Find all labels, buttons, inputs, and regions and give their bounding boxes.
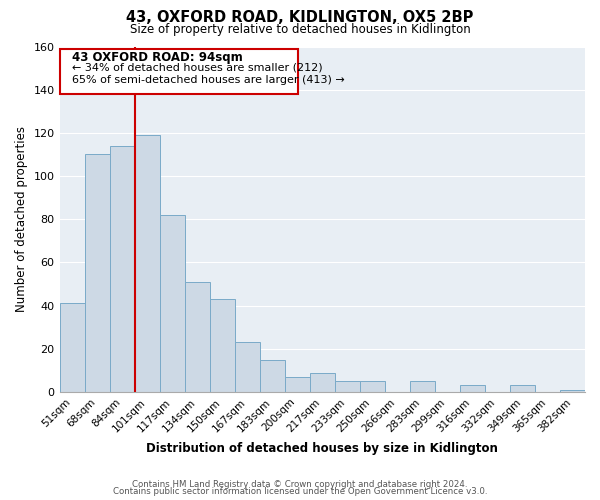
Bar — [85, 154, 110, 392]
Text: 43 OXFORD ROAD: 94sqm: 43 OXFORD ROAD: 94sqm — [72, 51, 243, 64]
Bar — [110, 146, 134, 392]
Bar — [410, 381, 435, 392]
Y-axis label: Number of detached properties: Number of detached properties — [15, 126, 28, 312]
Bar — [59, 304, 85, 392]
Bar — [185, 282, 209, 392]
Text: Contains HM Land Registry data © Crown copyright and database right 2024.: Contains HM Land Registry data © Crown c… — [132, 480, 468, 489]
Bar — [160, 215, 185, 392]
Bar — [360, 381, 385, 392]
X-axis label: Distribution of detached houses by size in Kidlington: Distribution of detached houses by size … — [146, 442, 498, 455]
Bar — [560, 390, 585, 392]
Text: 43, OXFORD ROAD, KIDLINGTON, OX5 2BP: 43, OXFORD ROAD, KIDLINGTON, OX5 2BP — [127, 10, 473, 25]
Bar — [310, 372, 335, 392]
Bar — [460, 386, 485, 392]
Text: ← 34% of detached houses are smaller (212): ← 34% of detached houses are smaller (21… — [72, 62, 323, 72]
Bar — [260, 360, 285, 392]
Text: 65% of semi-detached houses are larger (413) →: 65% of semi-detached houses are larger (… — [72, 74, 345, 85]
Bar — [235, 342, 260, 392]
Bar — [510, 386, 535, 392]
Text: Size of property relative to detached houses in Kidlington: Size of property relative to detached ho… — [130, 22, 470, 36]
Bar — [285, 377, 310, 392]
Bar — [134, 135, 160, 392]
Text: Contains public sector information licensed under the Open Government Licence v3: Contains public sector information licen… — [113, 488, 487, 496]
FancyBboxPatch shape — [60, 48, 298, 94]
Bar — [335, 381, 360, 392]
Bar — [209, 299, 235, 392]
